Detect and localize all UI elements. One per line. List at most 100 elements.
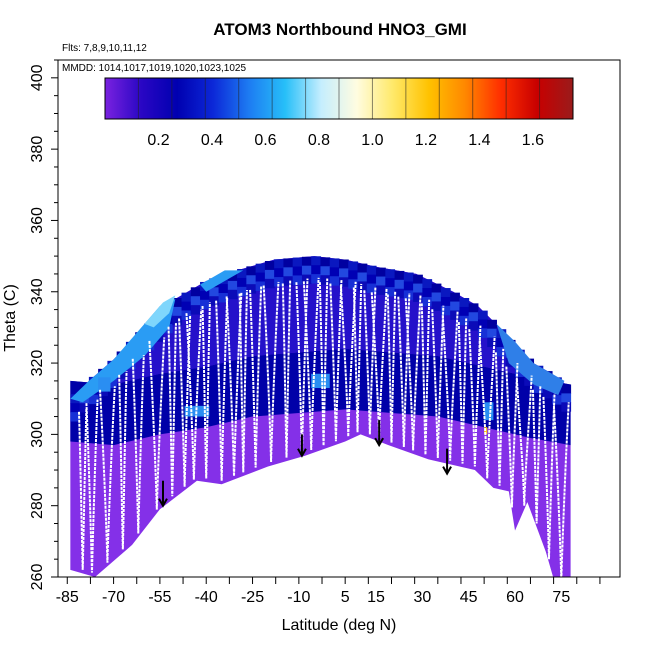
field-cell — [329, 267, 340, 277]
colorbar-tick-label: 0.4 — [201, 132, 223, 149]
field-cell — [301, 256, 312, 267]
field-cell — [274, 268, 284, 278]
x-tick-label: -10 — [287, 589, 310, 606]
field-cell — [348, 261, 359, 271]
flight-profile — [215, 297, 229, 481]
field-cell — [348, 279, 359, 289]
colorbar: 0.2 0.4 0.6 0.8 1.0 1.2 1.4 1.6 — [104, 77, 574, 149]
field-cell — [496, 338, 507, 348]
flight-profile — [238, 289, 248, 473]
field-cell — [88, 394, 99, 405]
field-cell — [450, 310, 460, 320]
field-cell — [487, 319, 497, 330]
field-cell — [376, 276, 386, 286]
flight-profile — [185, 309, 203, 480]
field-cell — [394, 288, 405, 299]
colorbar-tick-label: 1.4 — [468, 132, 490, 149]
field-cell — [255, 281, 266, 291]
field-cell — [403, 272, 414, 282]
x-tick-label: -25 — [241, 589, 264, 606]
field-cell — [440, 305, 451, 316]
field-cell — [450, 292, 460, 303]
flight-profile — [302, 277, 320, 451]
field-cell — [348, 270, 359, 280]
field-cell — [237, 286, 247, 297]
field-cell — [292, 257, 303, 268]
field-cell — [459, 315, 470, 326]
flight-profile — [318, 278, 329, 446]
field-cell — [246, 275, 257, 285]
x-tick-label: -55 — [148, 589, 171, 606]
field-cell — [79, 403, 90, 413]
flight-profile — [386, 290, 397, 443]
field-cell — [246, 266, 257, 276]
field-cell — [561, 384, 572, 394]
field-patch-mid — [98, 377, 111, 392]
dates-label: MMDD: 1014,1017,1019,1020,1023,1025 — [62, 63, 246, 74]
field-patch-north — [496, 323, 565, 396]
flight-profile — [457, 318, 468, 464]
flight-profile — [118, 371, 128, 550]
field-cell — [459, 297, 470, 308]
field-cell — [246, 284, 257, 294]
y-tick-label: 300 — [29, 421, 46, 448]
field-cell — [339, 259, 349, 269]
field-cell — [339, 277, 349, 287]
colorbar-tick-label: 1.2 — [415, 132, 437, 149]
x-tick-label: -70 — [102, 589, 125, 606]
field-cell — [70, 403, 81, 413]
x-tick-label: 75 — [552, 589, 570, 606]
field-cell — [264, 278, 275, 289]
field-cell — [190, 296, 201, 306]
x-tick-label: -40 — [195, 589, 218, 606]
field-cell — [237, 269, 247, 279]
field-cell — [440, 288, 451, 298]
field-cell — [274, 259, 284, 269]
field-cell — [385, 287, 396, 297]
y-tick-label: 260 — [29, 564, 46, 591]
flight-profile — [542, 393, 556, 560]
field-cell — [468, 303, 479, 313]
y-tick-label: 360 — [29, 207, 46, 234]
field-cell — [561, 402, 572, 412]
arrow-head — [158, 498, 168, 508]
field-cell — [468, 312, 479, 322]
field-cell — [329, 276, 340, 286]
flight-profile — [420, 299, 431, 455]
flight-profile — [131, 355, 145, 534]
field-cell — [357, 281, 368, 291]
field-cell — [477, 328, 488, 338]
field-cell — [311, 256, 321, 266]
field-cell — [357, 272, 368, 282]
colorbar-tick-label: 0.6 — [254, 132, 276, 149]
field-cell — [487, 337, 497, 348]
field-cell — [385, 278, 396, 288]
x-tick-label: 30 — [413, 589, 431, 606]
field-cell — [227, 280, 238, 291]
y-tick-label: 280 — [29, 492, 46, 519]
field-cell — [524, 376, 535, 386]
y-tick-label: 380 — [29, 136, 46, 163]
flight-profile — [352, 283, 363, 433]
field-cell — [385, 269, 396, 279]
flight-profile — [468, 325, 482, 467]
field-patch-mid — [184, 405, 210, 417]
field-cell — [496, 347, 507, 357]
field-cell — [394, 279, 405, 290]
field-cell — [533, 383, 544, 393]
arrow-head — [374, 437, 385, 448]
flights-label: Flts: 7,8,9,10,11,12 — [62, 43, 147, 54]
colorbar-tick-label: 1.6 — [522, 132, 544, 149]
field-patch-top — [200, 270, 244, 292]
flight-profile — [249, 286, 263, 468]
flight-profile — [515, 375, 533, 506]
field-cell — [70, 412, 81, 422]
x-axis: -85 -70 -55 -40 -25 -10 5 15 30 45 60 75 — [56, 577, 601, 606]
field-cell — [200, 290, 210, 301]
field-cell — [107, 378, 118, 389]
field-cell — [283, 276, 294, 286]
field-cell — [227, 271, 238, 282]
field-cell — [172, 297, 183, 308]
field-cell — [468, 321, 479, 331]
